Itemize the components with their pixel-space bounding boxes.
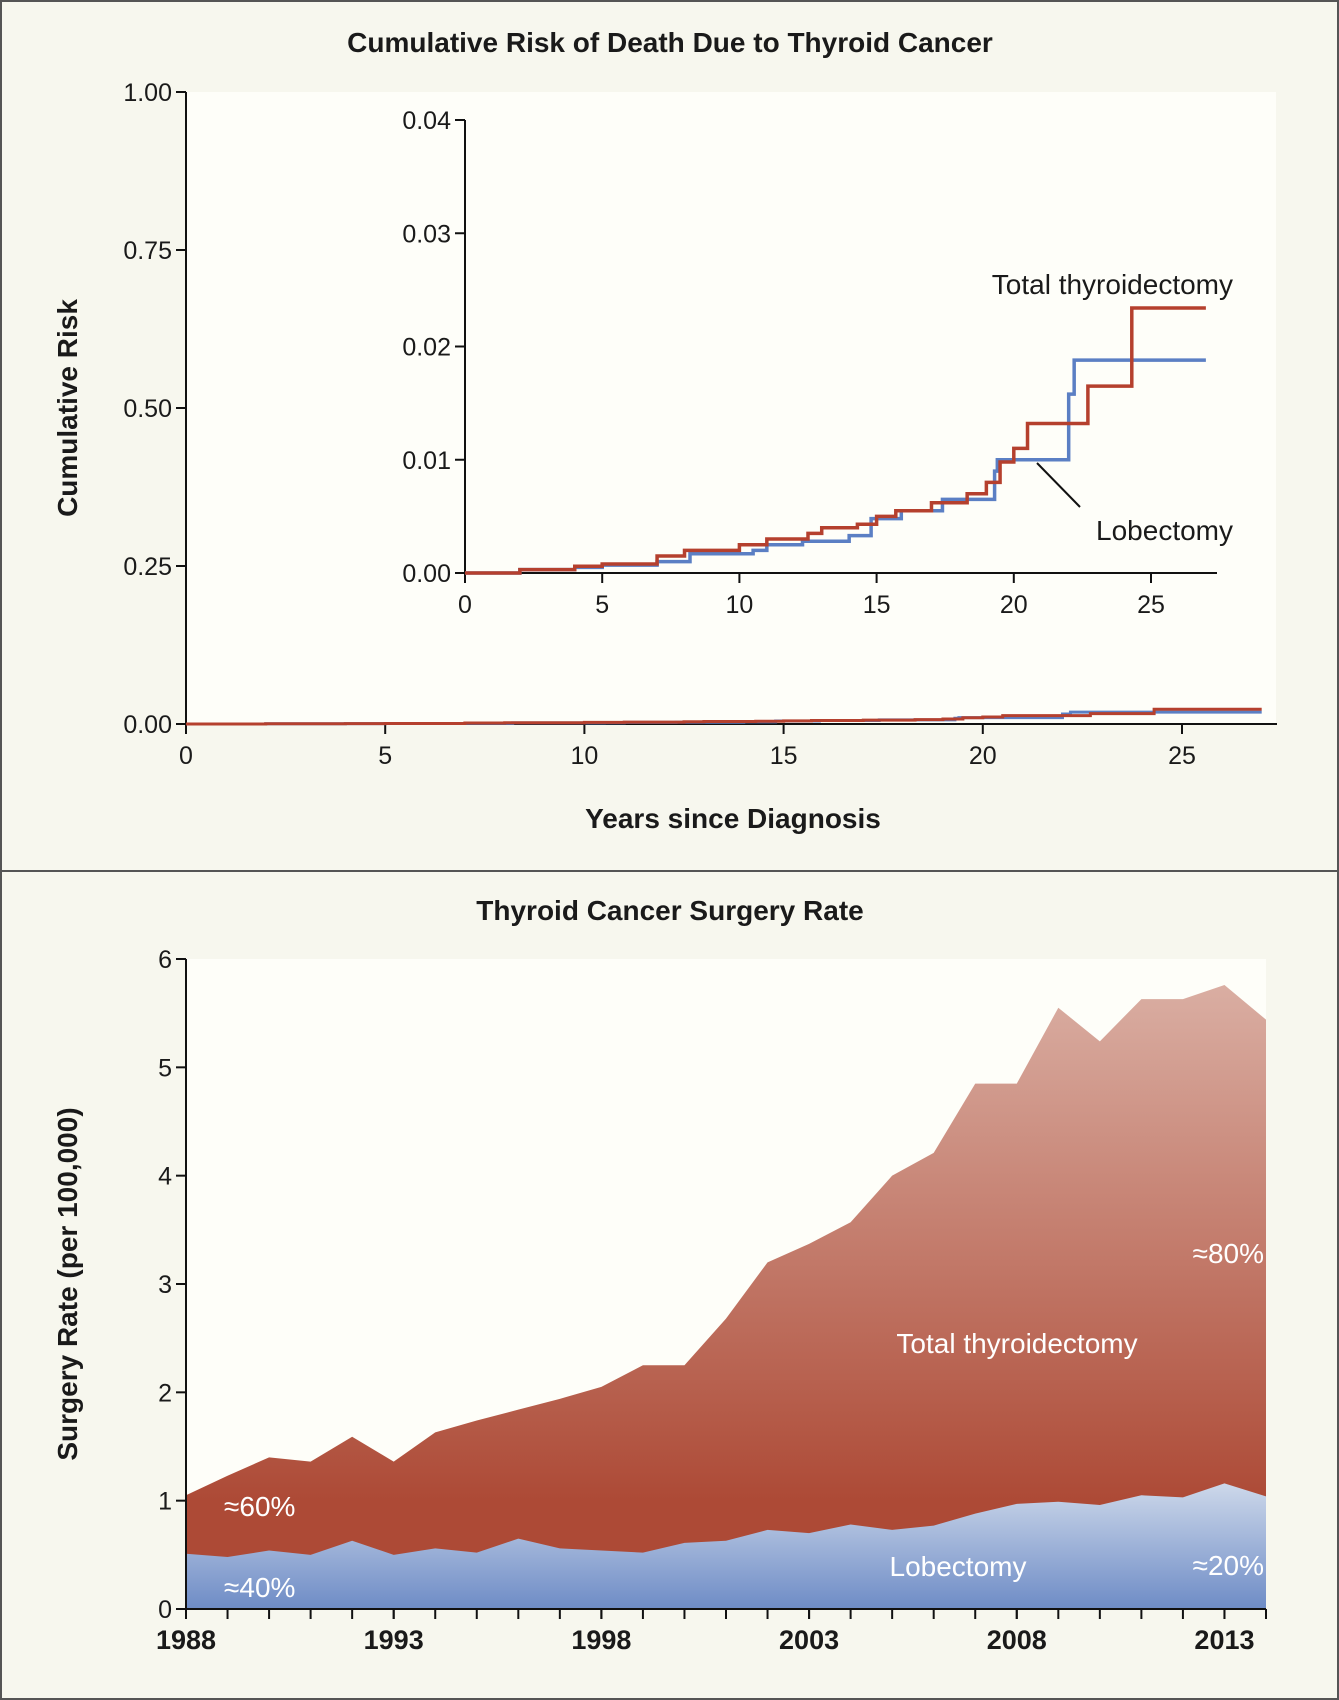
risk-y-tick-label: 0.25 [123, 553, 172, 581]
lobectomy-leader-line [1036, 462, 1081, 508]
surgery-y-tick-label: 0 [158, 1596, 172, 1624]
risk-panel: Cumulative Risk of Death Due to Thyroid … [52, 27, 1277, 834]
surgery-y-label: Surgery Rate (per 100,000) [52, 1107, 83, 1460]
annotation-lob-early: ≈40% [224, 1572, 295, 1603]
surgery-x-tick-label: 1993 [364, 1625, 424, 1655]
inset-y-tick-label: 0.04 [402, 107, 451, 135]
inset-label-lobectomy: Lobectomy [1096, 515, 1233, 546]
inset-y-tick-label: 0.02 [402, 334, 451, 362]
risk-chart-title: Cumulative Risk of Death Due to Thyroid … [347, 27, 993, 58]
risk-x-tick-label: 25 [1168, 742, 1196, 770]
surgery-y-tick-label: 1 [158, 1488, 172, 1516]
risk-y-tick-label: 0.00 [123, 711, 172, 739]
inset-x-tick-label: 15 [863, 591, 891, 619]
annotation-tt-label: Total thyroidectomy [896, 1328, 1137, 1359]
risk-x-tick-label: 5 [378, 742, 392, 770]
surgery-y-tick-label: 4 [158, 1163, 172, 1191]
surgery-y-tick-label: 3 [158, 1271, 172, 1299]
surgery-x-tick-label: 1998 [571, 1625, 631, 1655]
annotation-lob-label: Lobectomy [890, 1551, 1027, 1582]
risk-x-tick-label: 0 [179, 742, 193, 770]
risk-y-label: Cumulative Risk [52, 299, 83, 517]
inset-x-tick-label: 0 [458, 591, 472, 619]
risk-y-tick-label: 1.00 [123, 79, 172, 107]
risk-plot-bg [186, 92, 1276, 724]
surgery-y-tick-label: 2 [158, 1379, 172, 1407]
inset-x-tick-label: 20 [1000, 591, 1028, 619]
surgery-x-tick-label: 1988 [156, 1625, 216, 1655]
surgery-x-tick-label: 2013 [1194, 1625, 1254, 1655]
surgery-y-tick-label: 6 [158, 946, 172, 974]
inset-x-tick-label: 25 [1137, 591, 1165, 619]
annotation-tt-late: ≈80% [1193, 1238, 1264, 1269]
risk-x-tick-label: 20 [969, 742, 997, 770]
risk-x-tick-label: 10 [570, 742, 598, 770]
surgery-panel: Thyroid Cancer Surgery Rate Surgery Rate… [52, 895, 1267, 1655]
surgery-chart-title: Thyroid Cancer Surgery Rate [476, 895, 863, 926]
inset-x-tick-label: 10 [725, 591, 753, 619]
annotation-lob-late: ≈20% [1193, 1550, 1264, 1581]
risk-series-line-total-thyroidectomy [186, 707, 1262, 726]
inset-label-total: Total thyroidectomy [992, 269, 1233, 300]
area-lobectomy [186, 1483, 1266, 1609]
risk-x-tick-label: 15 [770, 742, 798, 770]
annotation-tt-early: ≈60% [224, 1491, 295, 1522]
surgery-x-tick-label: 2003 [779, 1625, 839, 1655]
inset-series-line-total-thyroidectomy [465, 306, 1206, 575]
inset-y-tick-label: 0.03 [402, 220, 451, 248]
risk-y-tick-label: 0.75 [123, 237, 172, 265]
area-total-thyroidectomy [186, 985, 1266, 1609]
surgery-y-tick-label: 5 [158, 1054, 172, 1082]
risk-y-tick-label: 0.50 [123, 395, 172, 423]
surgery-x-tick-label: 2008 [987, 1625, 1047, 1655]
inset-y-tick-label: 0.01 [402, 447, 451, 475]
risk-x-label: Years since Diagnosis [585, 803, 881, 834]
inset-y-tick-label: 0.00 [402, 560, 451, 588]
inset-x-tick-label: 5 [595, 591, 609, 619]
